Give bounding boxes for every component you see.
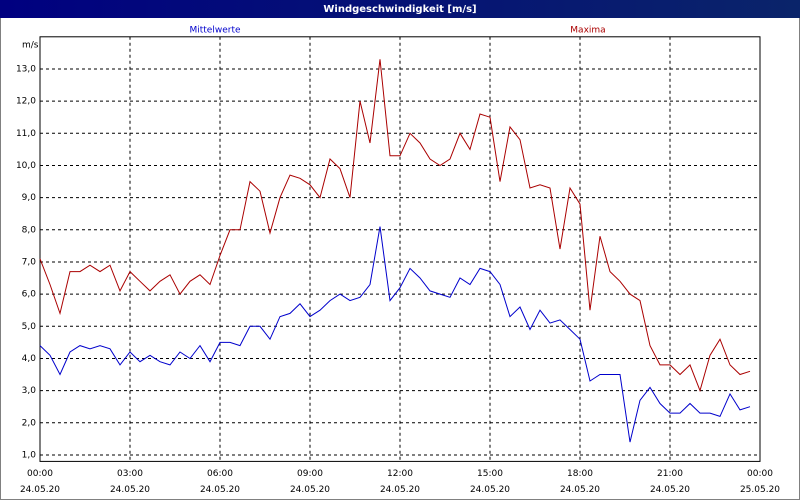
title-bar [0,0,800,18]
y-tick-label: 13,0 [16,64,36,74]
x-tick-label: 15:00 [477,469,503,479]
y-tick-label: 4,0 [22,354,37,364]
x-tick-date: 24.05.20 [20,485,60,495]
y-tick-label: 9,0 [22,193,37,203]
y-tick-label: 10,0 [16,161,36,171]
y-tick-label: 2,0 [22,418,37,428]
plot-frame [39,36,761,462]
x-tick-label: 00:00 [747,469,773,479]
y-tick-label: 11,0 [16,129,36,139]
x-tick-label: 00:00 [27,469,53,479]
x-tick-date: 25.05.20 [740,485,780,495]
chart-title: Windgeschwindigkeit [m/s] [323,4,476,15]
x-tick-label: 06:00 [207,469,233,479]
legend-entry: Maxima [570,26,605,36]
y-axis-label: m/s [22,41,39,51]
x-tick-label: 21:00 [657,469,683,479]
x-tick-date: 24.05.20 [200,485,240,495]
data-line [39,59,751,393]
x-tick-date: 24.05.20 [290,485,330,495]
data-line [39,226,751,443]
y-tick-label: 6,0 [22,290,37,300]
y-tick-label: 7,0 [22,257,37,267]
x-tick-label: 03:00 [117,469,143,479]
x-tick-date: 24.05.20 [470,485,510,495]
legend-entry: Mittelwerte [189,26,240,36]
x-tick-date: 24.05.20 [380,485,420,495]
y-tick-label: 8,0 [22,225,37,235]
y-tick-label: 1,0 [22,450,37,460]
y-tick-label: 3,0 [22,386,37,396]
x-tick-date: 24.05.20 [650,485,690,495]
x-tick-label: 09:00 [297,469,323,479]
x-tick-date: 24.05.20 [110,485,150,495]
y-tick-label: 12,0 [16,97,36,107]
x-tick-label: 18:00 [567,469,593,479]
x-tick-label: 12:00 [387,469,413,479]
y-tick-label: 5,0 [22,322,37,332]
x-tick-date: 24.05.20 [560,485,600,495]
